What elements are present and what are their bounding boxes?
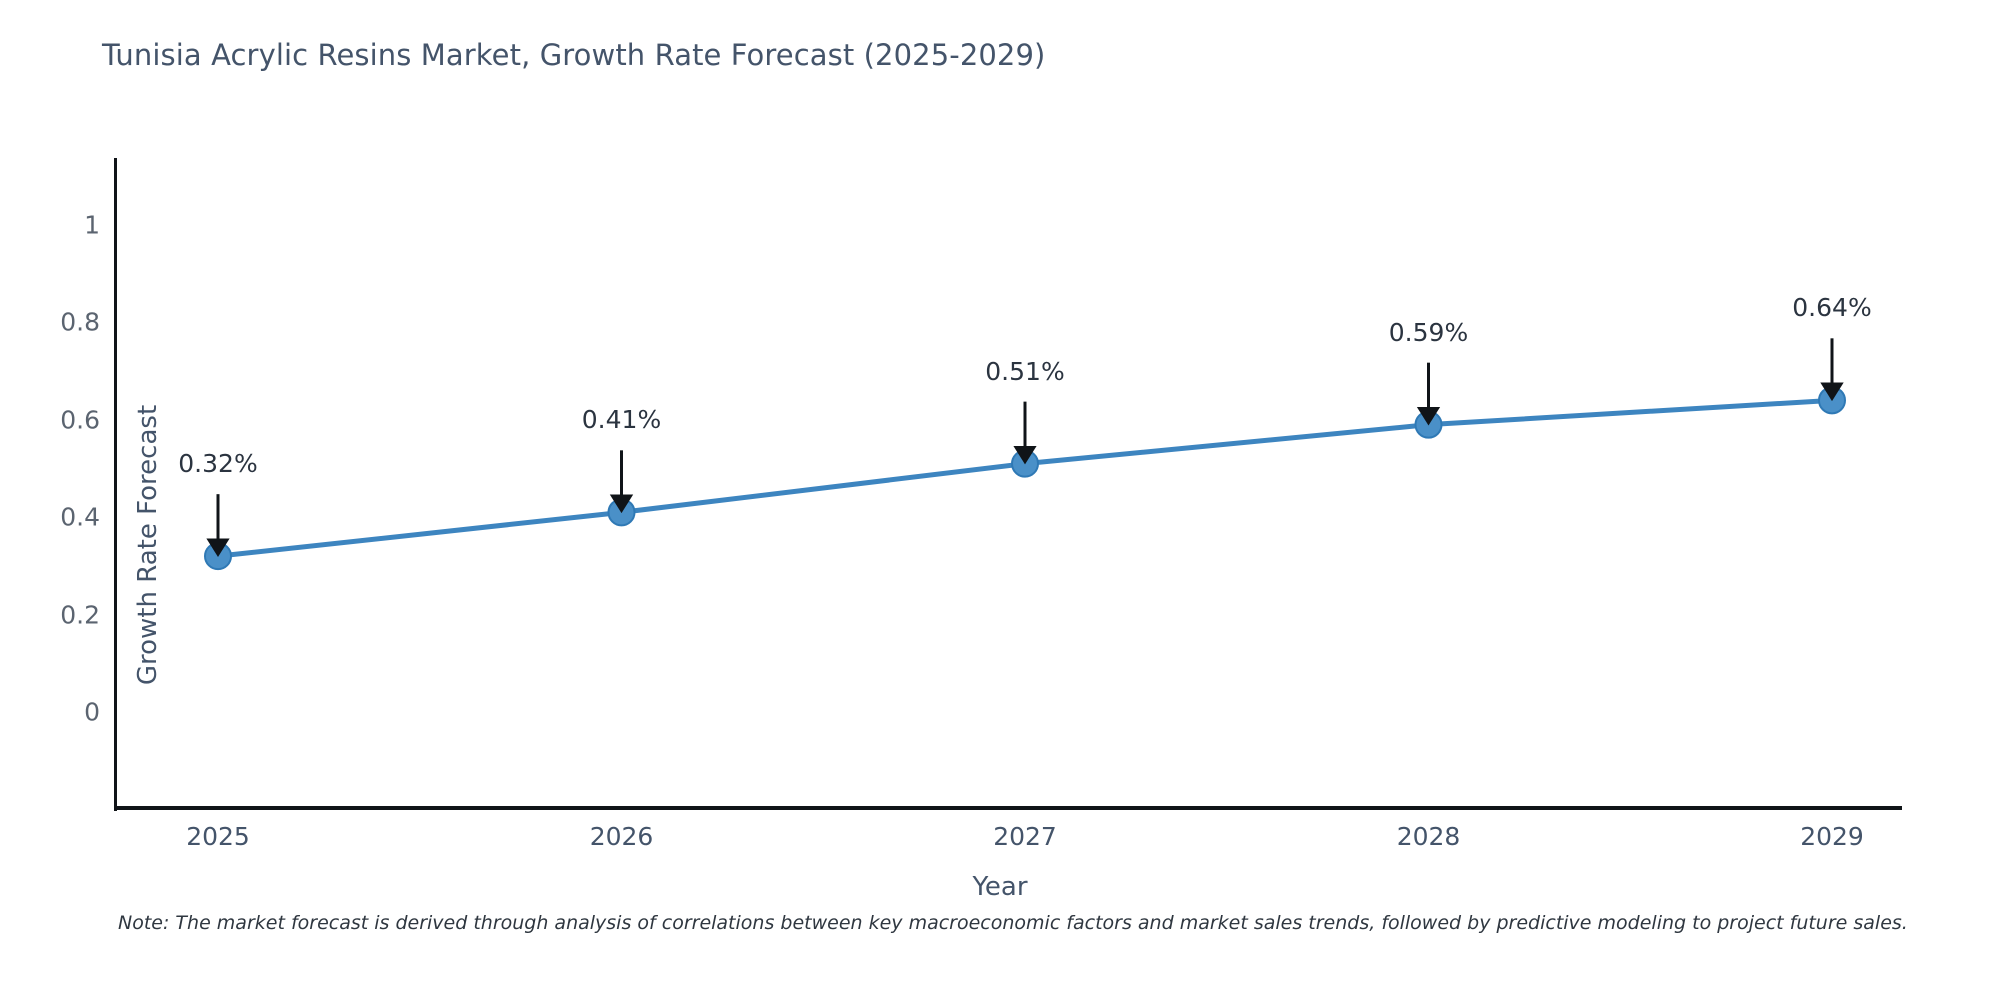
data-point-marker[interactable]	[607, 498, 636, 527]
data-point-marker[interactable]	[1011, 449, 1039, 478]
data-point-label: 0.51%	[985, 356, 1065, 386]
y-tick-label: 0	[84, 697, 100, 727]
x-axis-title: Year	[972, 872, 1028, 902]
data-point-marker[interactable]	[1818, 386, 1846, 415]
data-point-label: 0.32%	[178, 449, 258, 479]
data-point-marker[interactable]	[204, 542, 232, 571]
y-tick-label: 0.8	[60, 307, 100, 337]
x-tick-label: 2027	[993, 822, 1057, 851]
data-point-label: 0.41%	[581, 405, 662, 435]
data-point-marker[interactable]	[1414, 410, 1443, 439]
y-axis-spine	[114, 158, 117, 811]
chart-title: Tunisia Acrylic Resins Market, Growth Ra…	[102, 38, 1046, 72]
data-point-label: 0.64%	[1792, 293, 1872, 323]
x-tick-label: 2028	[1396, 822, 1461, 851]
chart-footnote: Note: The market forecast is derived thr…	[118, 912, 1908, 934]
data-point-label: 0.59%	[1388, 317, 1469, 347]
x-tick-label: 2026	[589, 822, 654, 851]
x-axis-spine	[114, 806, 1902, 810]
annotation-arrows	[206, 338, 1844, 557]
y-tick-label: 1	[84, 210, 100, 240]
x-tick-label: 2029	[1800, 822, 1864, 851]
x-tick-label: 2025	[186, 822, 250, 851]
y-tick-label: 0.6	[60, 405, 100, 435]
y-tick-label: 0.2	[60, 600, 100, 630]
y-tick-label: 0.4	[60, 502, 100, 532]
